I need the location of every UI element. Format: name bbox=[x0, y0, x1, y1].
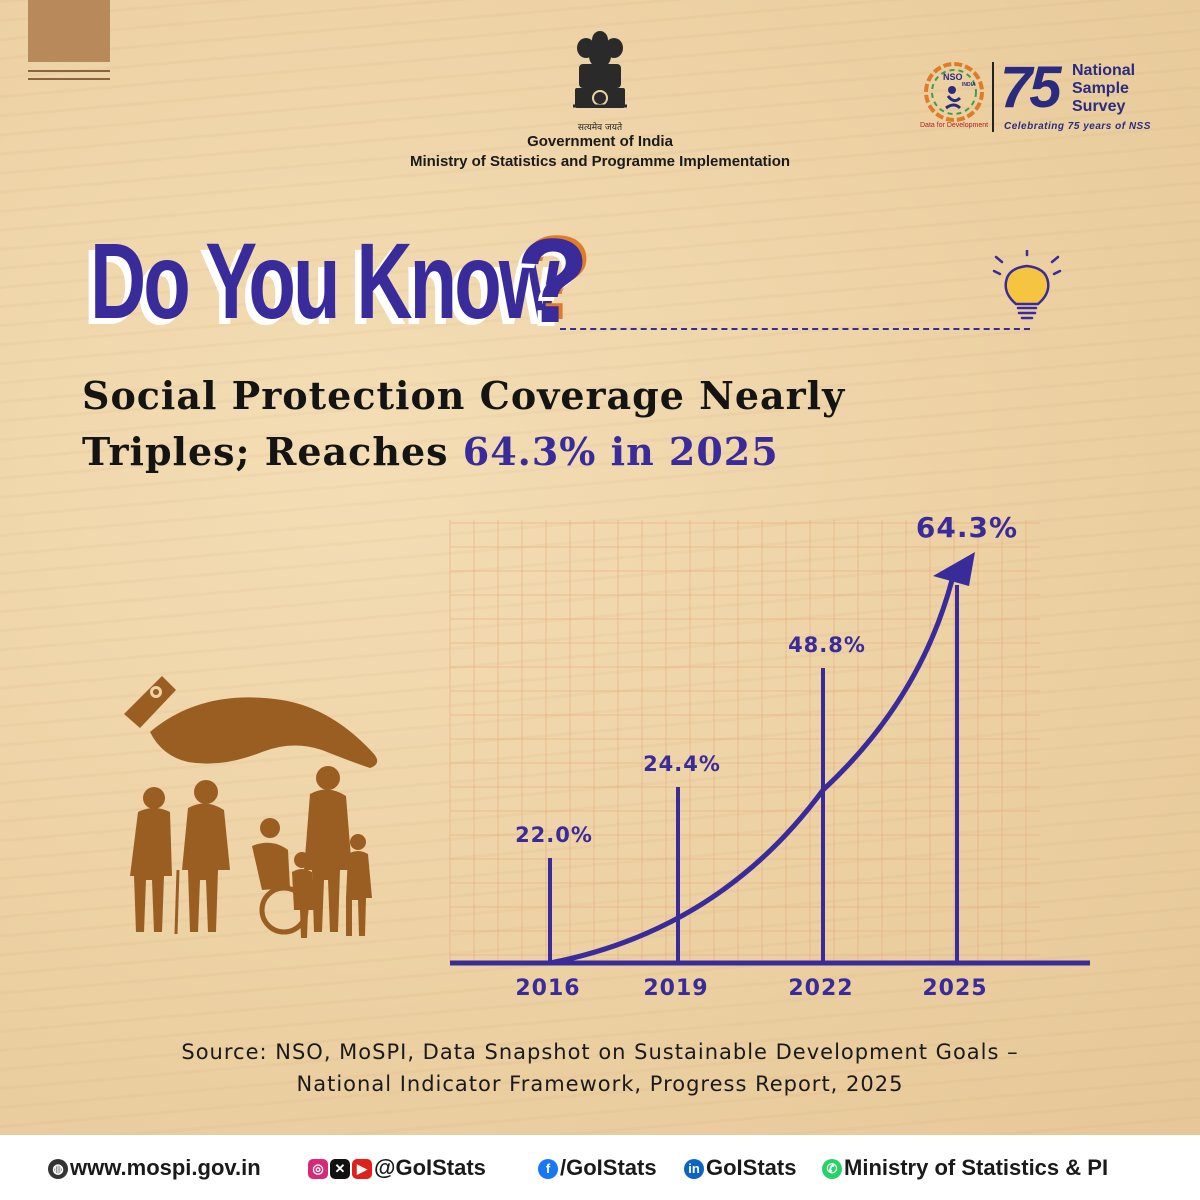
national-emblem-icon: सत्यमेव जयते bbox=[573, 31, 627, 133]
x-tick-2019: 2019 bbox=[643, 976, 708, 1001]
footer: ◍ www.mospi.gov.in ◎ ✕ ▶ @GoIStats f/GoIStat… bbox=[0, 1135, 1200, 1200]
x-tick-2022: 2022 bbox=[788, 976, 853, 1001]
headline-line2: Triples; Reaches 64.3% in 2025 bbox=[82, 424, 845, 480]
x-icon: ✕ bbox=[330, 1159, 350, 1180]
handle-2-text: /GoIStats bbox=[560, 1155, 657, 1180]
headline-highlight: 64.3% in 2025 bbox=[462, 429, 779, 474]
chart-grid bbox=[449, 520, 1040, 963]
social-handle-1[interactable]: ◎ ✕ ▶ @GoIStats bbox=[308, 1155, 486, 1181]
nso-tagline: Data for Development bbox=[920, 122, 989, 129]
nss-75-number: 75 bbox=[1000, 55, 1061, 120]
corner-line bbox=[28, 78, 110, 80]
nss-subtitle: Celebrating 75 years of NSS bbox=[1004, 121, 1151, 132]
corner-line bbox=[28, 70, 110, 72]
nso-india-text: INDIA bbox=[962, 82, 976, 88]
logo-divider bbox=[992, 62, 994, 132]
light-bulb-icon bbox=[992, 250, 1062, 320]
nso-logo-icon: NSO INDIA bbox=[924, 62, 984, 122]
emblem-motto: सत्यमेव जयते bbox=[578, 121, 623, 133]
x-tick-2016: 2016 bbox=[515, 976, 580, 1001]
linkedin-icon: in bbox=[684, 1159, 704, 1180]
gov-line-1: Government of India bbox=[527, 133, 673, 150]
family-protection-illustration bbox=[124, 676, 378, 938]
whatsapp-text: Ministry of Statistics & PI bbox=[844, 1155, 1109, 1180]
headline-prefix: Triples; Reaches bbox=[82, 429, 463, 474]
value-label-2019: 24.4% bbox=[643, 752, 721, 776]
question-mark: ? bbox=[516, 214, 590, 348]
gov-line-2: Ministry of Statistics and Programme Imp… bbox=[409, 153, 791, 170]
nss-logo: NSO INDIA Data for Development 75 Nation… bbox=[918, 55, 1158, 140]
handle-3-text: GoIStats bbox=[706, 1155, 797, 1180]
corner-decoration bbox=[28, 0, 110, 62]
website-text: www.mospi.gov.in bbox=[70, 1155, 261, 1180]
instagram-icon: ◎ bbox=[308, 1159, 328, 1180]
facebook-icon: f bbox=[538, 1159, 558, 1180]
nso-text: NSO bbox=[943, 72, 963, 82]
dashed-line bbox=[560, 328, 1030, 330]
whatsapp-icon: ✆ bbox=[822, 1159, 842, 1180]
do-you-know-title: Do You Know bbox=[90, 220, 559, 341]
facebook-link[interactable]: f/GoIStats bbox=[538, 1155, 657, 1181]
nss-title-line1: National bbox=[1072, 62, 1136, 79]
trend-arrowhead bbox=[933, 552, 975, 586]
headline: Social Protection Coverage Nearly Triple… bbox=[82, 368, 845, 480]
headline-line1: Social Protection Coverage Nearly bbox=[82, 373, 846, 418]
nss-title-line2: Sample bbox=[1072, 80, 1129, 97]
youtube-icon: ▶ bbox=[352, 1159, 372, 1180]
paper-background bbox=[0, 0, 1200, 1135]
nss-title-line3: Survey bbox=[1072, 98, 1126, 115]
coverage-chart: 22.0% 2016 24.4% 2019 48.8% 2022 64.3% 2025 bbox=[449, 511, 1090, 1001]
globe-icon: ◍ bbox=[48, 1159, 68, 1180]
whatsapp-link[interactable]: ✆ Ministry of Statistics & PI bbox=[822, 1155, 1108, 1181]
linkedin-link[interactable]: in GoIStats bbox=[684, 1155, 796, 1181]
value-label-2022: 48.8% bbox=[788, 633, 866, 657]
trend-curve bbox=[549, 579, 955, 966]
value-label-2016: 22.0% bbox=[515, 823, 593, 847]
source-line-1: Source: NSO, MoSPI, Data Snapshot on Sus… bbox=[181, 1040, 1019, 1064]
value-label-2025: 64.3% bbox=[916, 511, 1018, 544]
source-line-2: National Indicator Framework, Progress R… bbox=[296, 1072, 904, 1096]
handle-1-text: @GoIStats bbox=[374, 1155, 486, 1180]
website-link[interactable]: ◍ www.mospi.gov.in bbox=[48, 1155, 261, 1181]
x-tick-2025: 2025 bbox=[922, 976, 987, 1001]
